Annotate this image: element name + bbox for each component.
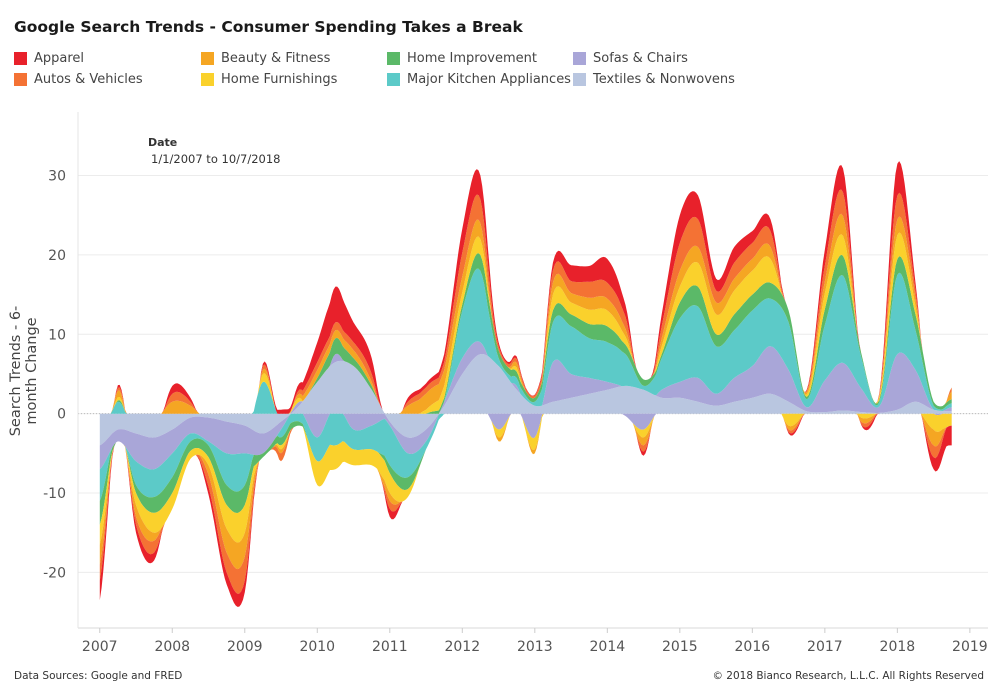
area-major-kitchen-appliances-negative[interactable] — [99, 413, 952, 501]
legend-swatch-autos-vehicles — [14, 73, 27, 86]
stacked-areas — [99, 161, 952, 607]
y-tick-label: -10 — [43, 486, 66, 502]
y-tick-label: 20 — [48, 248, 66, 264]
x-tick-label: 2015 — [662, 639, 698, 655]
x-tick-label: 2011 — [372, 639, 408, 655]
legend-item-textiles-nonwovens[interactable]: Textiles & Nonwovens — [573, 72, 735, 87]
legend-label-home-improvement: Home Improvement — [407, 51, 537, 66]
x-tick-label: 2009 — [227, 639, 263, 655]
legend-swatch-beauty-fitness — [201, 52, 214, 65]
x-tick-label: 2010 — [299, 639, 335, 655]
legend-label-autos-vehicles: Autos & Vehicles — [34, 72, 143, 87]
area-textiles-nonwovens-positive[interactable] — [99, 354, 952, 414]
date-filter-label: Date — [148, 136, 178, 149]
area-sofas-chairs-negative[interactable] — [99, 413, 952, 470]
legend-label-textiles-nonwovens: Textiles & Nonwovens — [593, 72, 735, 87]
y-tick-label: 30 — [48, 169, 66, 185]
chart-title: Google Search Trends - Consumer Spending… — [14, 18, 523, 36]
data-source-note: Data Sources: Google and FRED — [14, 670, 183, 682]
legend-swatch-textiles-nonwovens — [573, 73, 586, 86]
legend-item-home-furnishings[interactable]: Home Furnishings — [201, 72, 337, 87]
x-tick-label: 2007 — [82, 639, 118, 655]
legend-swatch-apparel — [14, 52, 27, 65]
legend-item-autos-vehicles[interactable]: Autos & Vehicles — [14, 72, 143, 87]
legend-item-sofas-chairs[interactable]: Sofas & Chairs — [573, 51, 688, 66]
y-tick-label: -20 — [43, 565, 66, 581]
legend-swatch-home-furnishings — [201, 73, 214, 86]
legend-item-apparel[interactable]: Apparel — [14, 51, 84, 66]
legend-label-beauty-fitness: Beauty & Fitness — [221, 51, 331, 66]
y-tick-label: 0 — [57, 407, 66, 423]
copyright-note: © 2018 Bianco Research, L.L.C. All Right… — [712, 670, 984, 682]
x-tick-label: 2016 — [735, 639, 771, 655]
x-tick-label: 2017 — [807, 639, 843, 655]
legend-label-major-kitchen-appliances: Major Kitchen Appliances — [407, 72, 571, 87]
x-tick-label: 2019 — [952, 639, 988, 655]
legend-item-major-kitchen-appliances[interactable]: Major Kitchen Appliances — [387, 72, 571, 87]
legend-label-sofas-chairs: Sofas & Chairs — [593, 51, 688, 66]
legend-label-home-furnishings: Home Furnishings — [221, 72, 338, 87]
y-axis-label: Search Trends - 6-month Change — [8, 305, 40, 437]
legend: Apparel Autos & Vehicles Beauty & Fitnes… — [14, 51, 794, 95]
area-major-kitchen-appliances-positive[interactable] — [99, 268, 952, 414]
legend-item-beauty-fitness[interactable]: Beauty & Fitness — [201, 51, 330, 66]
x-tick-label: 2012 — [444, 639, 480, 655]
y-tick-label: 10 — [48, 327, 66, 343]
x-tick-label: 2008 — [154, 639, 190, 655]
x-tick-label: 2014 — [590, 639, 626, 655]
legend-swatch-sofas-chairs — [573, 52, 586, 65]
legend-item-home-improvement[interactable]: Home Improvement — [387, 51, 537, 66]
date-filter-range: 1/1/2007 to 10/7/2018 — [151, 152, 281, 166]
legend-swatch-major-kitchen-appliances — [387, 73, 400, 86]
area-sofas-chairs-positive[interactable] — [99, 341, 952, 414]
x-tick-label: 2018 — [880, 639, 916, 655]
area-textiles-nonwovens-negative[interactable] — [99, 413, 952, 446]
x-tick-label: 2013 — [517, 639, 553, 655]
legend-swatch-home-improvement — [387, 52, 400, 65]
axis-ticks: -20 -10 0 10 20 30 2007 2008 2009 2010 2011 2012 201… — [43, 169, 988, 655]
legend-label-apparel: Apparel — [34, 51, 85, 66]
